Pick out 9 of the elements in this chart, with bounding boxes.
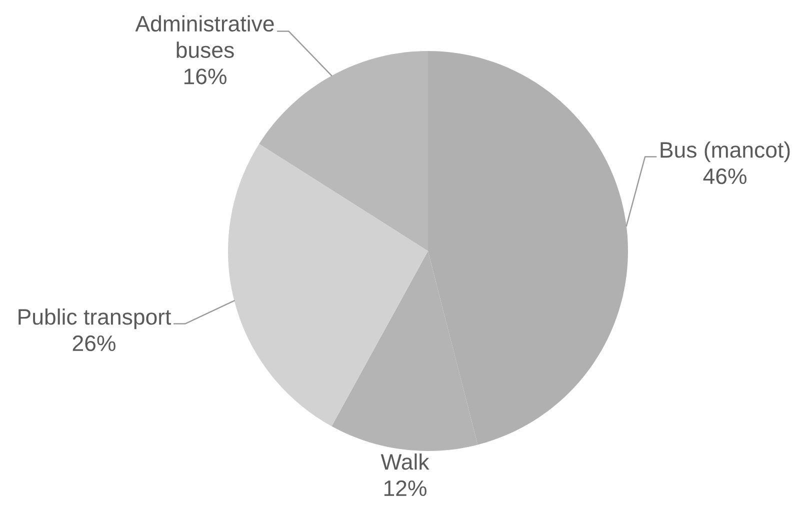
slice-label: Walk [380,453,430,470]
data-label: 12% [384,480,426,496]
data-label: 16% [184,68,226,84]
slice-label: Public transport [18,308,172,330]
data-label: 46% [703,168,746,184]
slice-label: Administrative buses [135,15,274,58]
data-label: 26% [72,335,116,352]
pie-slice [228,144,428,426]
slice-label: Bus (mancot) [660,141,790,162]
